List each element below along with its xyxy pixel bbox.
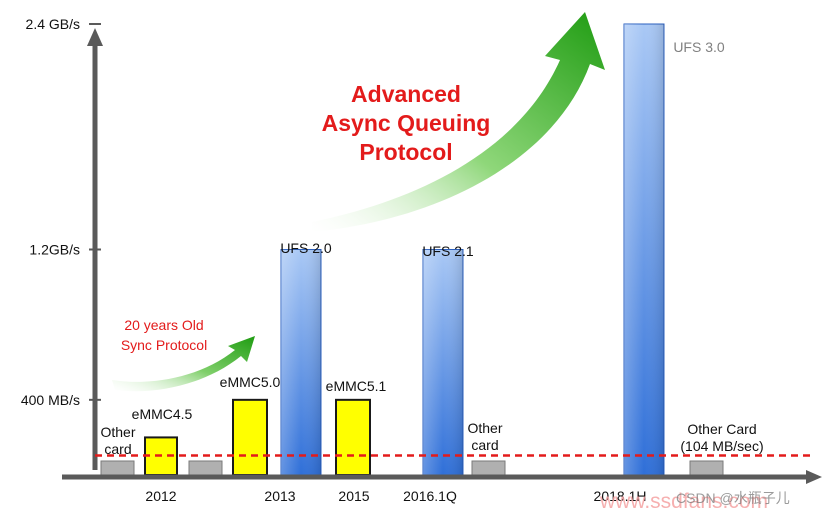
watermark-csdn: CSDN @水瓶子儿 (676, 490, 790, 506)
ufs-bar-shade (281, 249, 321, 475)
x-tick-label: 2016.1Q (403, 488, 457, 504)
emmc-bar (232, 398, 268, 477)
other-bar (689, 460, 724, 477)
old-protocol-label-line2: Sync Protocol (121, 337, 207, 353)
other-bar (188, 460, 223, 477)
bar-label: Other card (467, 420, 502, 453)
other-bar (471, 460, 506, 477)
y-tick-label: 400 MB/s (21, 392, 80, 408)
y-tick-label: 2.4 GB/s (26, 16, 80, 32)
bar-label: Other card (100, 424, 135, 457)
bar-label: eMMC5.0 (220, 374, 281, 390)
advanced-protocol-label-line1: Advanced (351, 81, 461, 107)
ufs-bar-shade (423, 249, 463, 475)
advanced-protocol-label-line2: Async Queuing (322, 110, 491, 136)
bar-label: eMMC4.5 (132, 406, 193, 422)
old-protocol-label-line1: 20 years Old (124, 317, 203, 333)
advanced-protocol-label-line3: Protocol (359, 139, 452, 165)
x-tick-label: 2018.1H (594, 488, 647, 504)
x-tick-label: 2013 (264, 488, 295, 504)
bar-label: eMMC5.1 (326, 378, 387, 394)
other-bar (100, 460, 135, 477)
sync-protocol-arrow (112, 336, 255, 392)
advanced-protocol-arrow (312, 12, 605, 232)
x-tick-label: 2015 (338, 488, 369, 504)
watermark-ssdfans: www.ssdfans.com (599, 490, 768, 513)
ufs-bar-shade (624, 24, 664, 475)
y-tick-label: 1.2GB/s (29, 242, 80, 258)
bar-label: UFS 2.1 (422, 243, 474, 259)
x-tick-label: 2012 (145, 488, 176, 504)
bar-label: Other Card (104 MB/sec) (680, 421, 763, 454)
bar-label: UFS 3.0 (673, 39, 725, 55)
y-axis-arrowhead (87, 28, 103, 46)
x-axis-arrowhead (806, 470, 822, 484)
bar-label: UFS 2.0 (280, 240, 332, 256)
emmc-bar (335, 398, 371, 477)
